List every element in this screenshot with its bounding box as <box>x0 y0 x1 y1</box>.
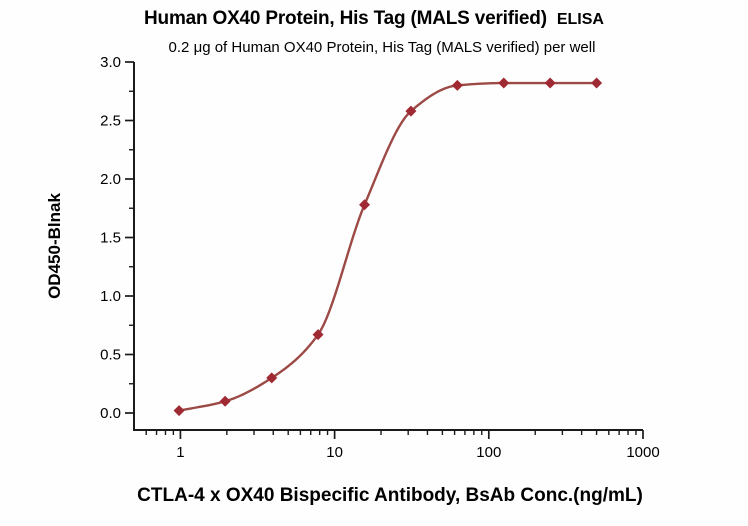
y-tick-label: 0.5 <box>100 347 121 364</box>
y-axis-label: OD450-Blnak <box>45 193 64 299</box>
data-point <box>498 77 510 89</box>
y-tick-label: 3.0 <box>100 54 121 71</box>
y-tick-label: 1.5 <box>100 230 121 247</box>
y-tick-label: 2.5 <box>100 113 121 130</box>
x-tick-label: 1 <box>176 444 184 461</box>
y-tick-label: 0.0 <box>100 405 121 422</box>
x-axis-label: CTLA-4 x OX40 Bispecific Antibody, BsAb … <box>137 485 643 506</box>
data-point <box>451 79 463 91</box>
x-tick-label: 100 <box>476 444 501 461</box>
chart-subtitle: 0.2 μg of Human OX40 Protein, His Tag (M… <box>168 39 596 56</box>
y-tick-label: 2.0 <box>100 171 121 188</box>
data-point <box>219 395 231 407</box>
chart-title-suffix: ELISA <box>556 11 604 28</box>
data-point <box>312 329 324 341</box>
data-point <box>405 105 417 117</box>
data-point <box>173 405 185 417</box>
chart-title-main: Human OX40 Protein, His Tag (MALS verifi… <box>144 8 547 29</box>
fit-curve <box>178 81 597 412</box>
y-tick-label: 1.0 <box>100 288 121 305</box>
data-point <box>359 199 371 211</box>
chart-title: Human OX40 Protein, His Tag (MALS verifi… <box>52 8 696 30</box>
data-point <box>266 372 278 384</box>
data-point <box>591 77 603 89</box>
x-tick-label: 10 <box>326 444 343 461</box>
data-point <box>544 77 556 89</box>
x-tick-label: 1000 <box>626 444 659 461</box>
